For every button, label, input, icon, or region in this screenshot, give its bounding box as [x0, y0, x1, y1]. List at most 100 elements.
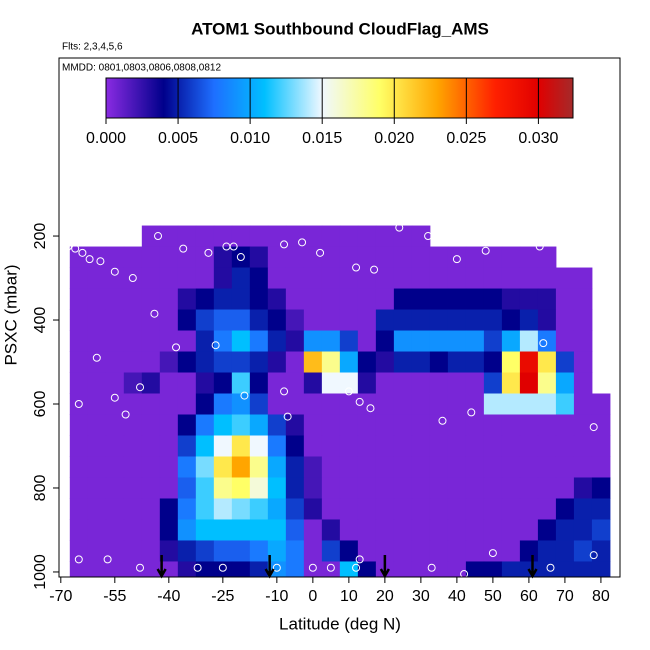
heatmap-cell: [285, 225, 305, 248]
sample-point: [546, 563, 555, 572]
heatmap-cell: [177, 561, 197, 577]
sample-point: [344, 387, 353, 396]
heatmap-cell: [555, 414, 575, 436]
heatmap-cell: [303, 246, 323, 269]
heatmap-cell: [213, 372, 233, 395]
heatmap-cell: [555, 267, 575, 290]
heatmap-cell: [303, 372, 323, 395]
heatmap-cell: [69, 477, 89, 499]
sample-point: [204, 248, 213, 257]
heatmap-cell: [231, 246, 251, 269]
heatmap-cell: [483, 330, 503, 353]
heatmap-cell: [303, 288, 323, 311]
sample-point: [136, 383, 145, 392]
heatmap-cell: [393, 372, 413, 395]
heatmap-cell: [357, 540, 377, 562]
heatmap-cell: [573, 540, 593, 562]
heatmap-cell: [465, 288, 485, 311]
heatmap-cell: [303, 477, 323, 499]
heatmap-cell: [231, 309, 251, 332]
heatmap-cell: [285, 393, 305, 415]
heatmap-cell: [123, 330, 143, 353]
heatmap-cell: [357, 456, 377, 478]
heatmap-cell: [483, 414, 503, 436]
heatmap-cell: [87, 351, 107, 374]
y-tick-label: 400: [32, 307, 49, 334]
heatmap-cell: [213, 246, 233, 269]
heatmap-cell: [339, 309, 359, 332]
heatmap-cell: [411, 540, 431, 562]
heatmap-cell: [555, 393, 575, 415]
heatmap-cell: [249, 393, 269, 415]
heatmap-cell: [591, 456, 611, 478]
heatmap-cell: [105, 561, 125, 577]
sample-point: [136, 563, 145, 572]
heatmap-cell: [213, 225, 233, 248]
heatmap-cell: [267, 393, 287, 415]
heatmap-cell: [357, 246, 377, 269]
heatmap-cell: [213, 267, 233, 290]
heatmap-cell: [285, 414, 305, 436]
heatmap-cell: [429, 477, 449, 499]
sample-point: [352, 563, 361, 572]
heatmap-cell: [411, 414, 431, 436]
heatmap-cell: [339, 393, 359, 415]
sample-point: [355, 555, 364, 564]
heatmap-cell: [249, 477, 269, 499]
heatmap-cell: [141, 519, 161, 541]
heatmap-cell: [249, 246, 269, 269]
sample-point: [298, 238, 307, 247]
heatmap-cell: [519, 288, 539, 311]
heatmap-cell: [555, 372, 575, 395]
sample-point: [96, 257, 105, 266]
plot-frame: [58, 57, 621, 578]
heatmap-cell: [537, 456, 557, 478]
heatmap-cell: [573, 288, 593, 311]
heatmap-cell: [123, 288, 143, 311]
heatmap-cell: [393, 267, 413, 290]
heatmap-cell: [141, 225, 161, 248]
heatmap-cell: [429, 393, 449, 415]
heatmap-cell: [267, 267, 287, 290]
heatmap-cell: [249, 519, 269, 541]
heatmap-cell: [105, 246, 125, 269]
heatmap-cell: [393, 246, 413, 269]
heatmap-cell: [231, 435, 251, 457]
heatmap-cell: [321, 477, 341, 499]
heatmap-cell: [411, 519, 431, 541]
heatmap-cell: [195, 477, 215, 499]
heatmap-cell: [339, 330, 359, 353]
heatmap-cell: [105, 477, 125, 499]
heatmap-cell: [285, 372, 305, 395]
heatmap-cell: [447, 309, 467, 332]
heatmap-cell: [321, 288, 341, 311]
heatmap-cell: [249, 351, 269, 374]
heatmap-cell: [537, 435, 557, 457]
heatmap-cell: [375, 330, 395, 353]
heatmap-cell: [591, 561, 611, 577]
marker-arrow: [156, 555, 167, 579]
heatmap-cell: [303, 456, 323, 478]
heatmap-cell: [573, 456, 593, 478]
sample-point: [229, 242, 238, 251]
heatmap-cell: [537, 246, 557, 269]
heatmap-cell: [69, 498, 89, 520]
heatmap-cell: [519, 456, 539, 478]
sample-point: [236, 253, 245, 262]
heatmap-cell: [339, 246, 359, 269]
heatmap-cell: [141, 540, 161, 562]
heatmap-cell: [519, 498, 539, 520]
heatmap-cell: [105, 456, 125, 478]
heatmap-cell: [465, 477, 485, 499]
heatmap-cell: [285, 246, 305, 269]
heatmap-cell: [447, 393, 467, 415]
sample-point: [326, 563, 335, 572]
heatmap-cell: [87, 477, 107, 499]
heatmap-cell: [159, 477, 179, 499]
heatmap-cell: [339, 372, 359, 395]
heatmap-cell: [141, 372, 161, 395]
sample-point: [154, 232, 163, 241]
heatmap-cell: [213, 540, 233, 562]
x-tick-label: 20: [376, 588, 394, 605]
heatmap-cell: [123, 351, 143, 374]
